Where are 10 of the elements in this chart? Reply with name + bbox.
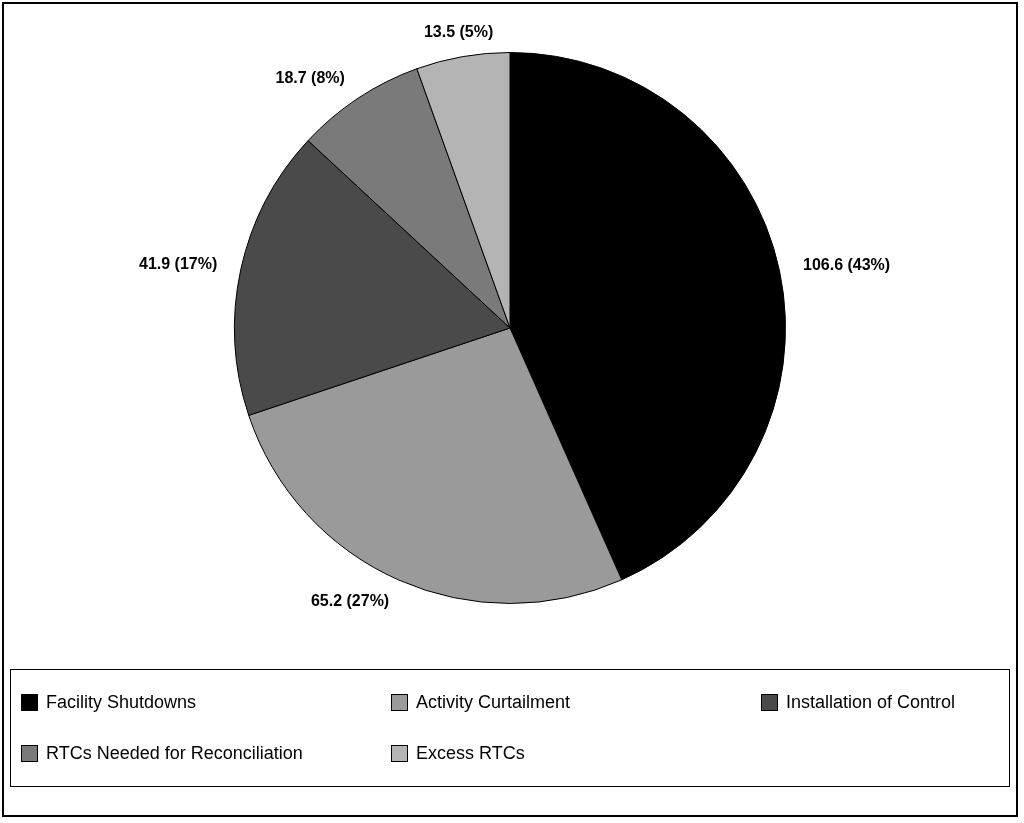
legend-label: Facility Shutdowns xyxy=(46,692,197,713)
legend-label: Excess RTCs xyxy=(416,743,525,764)
legend-label: Installation of Control xyxy=(786,692,956,713)
legend-label: RTCs Needed for Reconciliation xyxy=(46,743,303,764)
data-label: 106.6 (43%) xyxy=(802,256,891,274)
data-label: 18.7 (8%) xyxy=(275,68,345,86)
data-label: 41.9 (17%) xyxy=(138,255,218,273)
data-label: 65.2 (27%) xyxy=(310,592,390,610)
data-label: 13.5 (5%) xyxy=(423,23,494,41)
legend-label: Activity Curtailment xyxy=(416,692,571,713)
